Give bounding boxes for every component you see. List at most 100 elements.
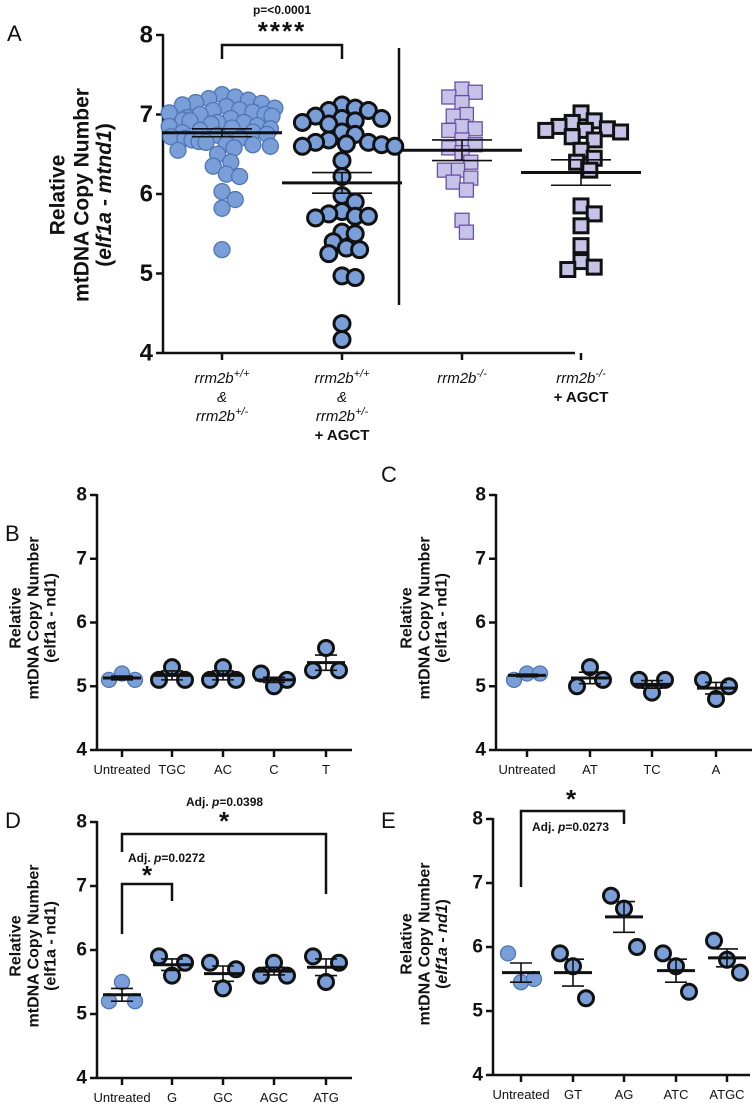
x-category-label: + AGCT [315, 427, 370, 444]
significance-bracket [220, 43, 344, 59]
y-tick-label: 5 [76, 1004, 87, 1025]
panel-letter: C [381, 462, 397, 487]
x-category-label: TGC [158, 762, 185, 777]
x-category-label: T [322, 762, 330, 777]
data-point-square [585, 205, 603, 223]
panel-a: A 4 5 6 7 8 Relative mtDNA Copy Number (elf1a - … [7, 3, 641, 444]
y-tick-label: 8 [76, 485, 87, 506]
y-axis-label: mtDNA Copy Number [26, 865, 43, 1028]
significance-p-value: Adj. p=0.0398 [186, 795, 263, 809]
data-point [345, 267, 365, 287]
y-tick-label: 4 [140, 340, 154, 367]
sig-value: =0.0398 [219, 795, 263, 809]
significance-star: * [142, 860, 153, 890]
significance-p-value: p=<0.0001 [253, 3, 311, 17]
significance-stars: **** [258, 16, 306, 46]
data-point [214, 979, 232, 998]
x-category-text: rrm2b [556, 370, 595, 387]
y-axis-label: (elf1a - nd1) [434, 899, 451, 989]
data-point-square [572, 237, 590, 255]
data-point [499, 945, 517, 962]
significance-bracket [519, 809, 626, 887]
y-axis-label: mtDNA Copy Number [417, 537, 434, 700]
panel-b: B 4 5 6 7 8 Relative mtDNA Copy Number (elf1a - … [5, 485, 352, 777]
data-point [213, 199, 231, 217]
y-tick-label: 7 [472, 873, 483, 894]
data-point [204, 157, 222, 175]
data-point [385, 136, 405, 156]
sig-prefix: Adj. [186, 795, 212, 809]
y-tick-label: 7 [76, 876, 87, 897]
data-point [261, 137, 280, 155]
x-category-label: GT [564, 1087, 582, 1102]
sig-value: =0.0273 [565, 820, 609, 834]
y-axis-label: (elf1a - nd1) [43, 901, 60, 991]
data-point [213, 182, 231, 201]
x-category-superscript: -/- [476, 368, 487, 380]
data-point [577, 989, 595, 1008]
y-tick-label: 8 [472, 809, 483, 830]
x-category-text: & [337, 389, 347, 406]
x-category-label: AG [615, 1087, 634, 1102]
y-tick-label: 6 [76, 940, 87, 961]
y-tick-label: 5 [76, 676, 87, 697]
data-point [694, 670, 712, 689]
y-tick-label: 7 [140, 101, 153, 128]
data-point [594, 670, 612, 689]
data-point [244, 136, 262, 154]
x-category-superscript: +/+ [234, 368, 250, 380]
x-category-label: Untreated [93, 1090, 150, 1105]
data-point [332, 314, 352, 334]
x-category-superscript: -/- [595, 368, 606, 380]
x-category-superscript: +/- [235, 406, 248, 418]
y-axis-label-part: elf1a [93, 212, 116, 260]
data-point-square [463, 154, 479, 170]
x-category-superscript: +/+ [354, 368, 370, 380]
y-axis-label: Relative [8, 915, 25, 976]
data-point [350, 240, 370, 260]
y-axis-label-part: nd1 [434, 904, 451, 933]
x-category-label: Untreated [492, 1087, 549, 1102]
data-point-square [445, 174, 461, 190]
x-category-label: C [269, 762, 278, 777]
x-category-text: rrm2b [314, 370, 353, 387]
data-point [176, 953, 194, 972]
data-point-square [612, 123, 630, 141]
y-axis-label: mtDNA Copy Number [417, 863, 434, 1026]
data-point [169, 141, 187, 159]
y-axis-label: mtDNA Copy Number [26, 537, 43, 700]
data-point-square [454, 81, 470, 97]
x-category-text: & [217, 389, 227, 406]
data-point-square [572, 217, 590, 235]
y-axis-label: (elf1a - mtnd1) [93, 123, 116, 267]
y-tick-label: 7 [76, 548, 87, 569]
data-point [336, 134, 356, 154]
data-point [319, 244, 339, 264]
data-point [201, 953, 219, 972]
x-category-text: rrm2b [196, 408, 235, 425]
y-axis-label: Relative [47, 155, 70, 236]
data-point [197, 133, 215, 151]
data-point [304, 947, 322, 966]
y-axis-label-part: ( [93, 260, 116, 267]
x-category-label: & [337, 389, 347, 406]
data-point-square [454, 118, 470, 135]
data-point [332, 329, 352, 349]
panel-c: C 4 5 6 7 8 Relative mtDNA Copy Number (elf1a - … [381, 462, 752, 777]
y-axis-label-part: ) [434, 899, 451, 904]
y-tick-label: 8 [475, 485, 486, 506]
data-point-square [585, 258, 603, 276]
x-category-label: rrm2b+/- [196, 406, 249, 425]
x-category-superscript: +/- [355, 406, 368, 418]
data-point [372, 108, 392, 128]
significance-p-value: Adj. p=0.0272 [128, 851, 205, 865]
x-category-label: AC [214, 762, 232, 777]
y-tick-label: 5 [472, 1001, 483, 1022]
data-point [602, 886, 620, 905]
data-point [306, 208, 326, 228]
y-tick-label: 4 [475, 740, 486, 761]
data-point-square [441, 140, 457, 156]
sig-p: p [153, 851, 161, 865]
data-point-square [581, 161, 599, 179]
